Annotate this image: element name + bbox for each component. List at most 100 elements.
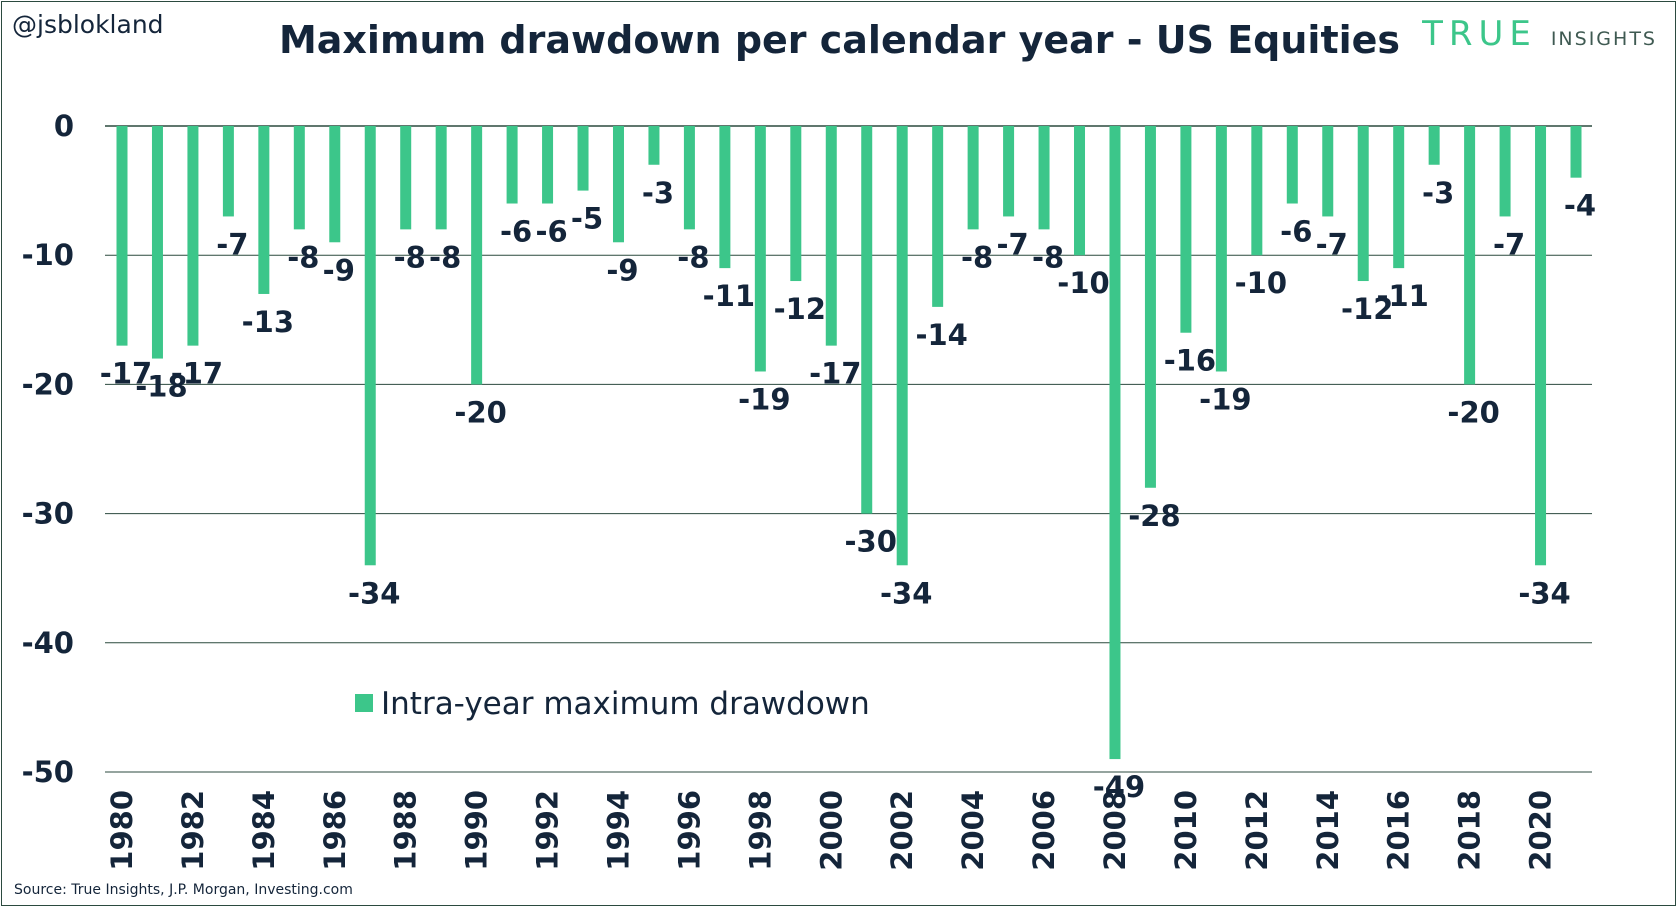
data-label: -10 [1057, 266, 1109, 300]
bar [258, 126, 270, 294]
bar [577, 126, 589, 191]
bar [435, 126, 447, 230]
data-label: -20 [454, 395, 506, 429]
data-label: -11 [1376, 279, 1428, 313]
data-label: -34 [880, 576, 932, 610]
x-tick-label: 1984 [247, 790, 281, 871]
bar [1003, 126, 1015, 217]
x-tick-label: 2004 [956, 790, 990, 871]
logo-subtext: INSIGHTS [1550, 28, 1657, 50]
x-tick-label: 2008 [1098, 790, 1132, 871]
data-label: -19 [738, 382, 790, 416]
bar [648, 126, 660, 165]
bar [1109, 126, 1121, 760]
bar [754, 126, 766, 372]
bar [116, 126, 128, 346]
data-label: -10 [1235, 266, 1287, 300]
bar [1251, 126, 1263, 256]
bar [293, 126, 305, 230]
bar [932, 126, 944, 307]
bar [1570, 126, 1582, 178]
y-tick-label: -30 [22, 497, 74, 531]
bar [1215, 126, 1227, 372]
data-label: -18 [135, 370, 187, 404]
data-label: -12 [1341, 292, 1393, 326]
bar [1074, 126, 1086, 256]
chart-title: Maximum drawdown per calendar year - US … [278, 18, 1401, 62]
bar [187, 126, 199, 346]
data-label: -19 [1199, 382, 1251, 416]
x-tick-label: 2006 [1027, 790, 1061, 871]
bar [1464, 126, 1476, 385]
data-label: -7 [216, 227, 248, 261]
data-label: -12 [774, 292, 826, 326]
x-tick-label: 2014 [1311, 790, 1345, 871]
data-label: -17 [100, 357, 152, 391]
y-tick-label: -10 [22, 238, 74, 272]
x-tick-label: 1998 [743, 790, 777, 871]
data-label: -34 [1518, 576, 1570, 610]
bar [1038, 126, 1050, 230]
x-tick-label: 1990 [460, 790, 494, 871]
bar [1286, 126, 1298, 204]
bar [825, 126, 837, 346]
x-tick-label: 2016 [1382, 790, 1416, 871]
source-note: Source: True Insights, J.P. Morgan, Inve… [14, 882, 353, 898]
data-label: -17 [809, 357, 861, 391]
y-tick-label: -40 [22, 626, 74, 660]
logo-wordmark: TRUE [1422, 14, 1537, 54]
data-label: -34 [348, 576, 400, 610]
x-tick-label: 1994 [601, 790, 635, 871]
legend-swatch [355, 694, 373, 712]
legend: Intra-year maximum drawdown [355, 686, 870, 722]
x-tick-label: 1996 [672, 790, 706, 871]
data-label: -7 [1493, 227, 1525, 261]
bar [329, 126, 341, 243]
bar [364, 126, 376, 566]
data-label: -3 [642, 176, 674, 210]
bar [1535, 126, 1547, 566]
data-label: -4 [1564, 189, 1596, 223]
data-label: -8 [1032, 240, 1064, 274]
y-axis-ticks: 0 -10 -20 -30 -40 -50 [22, 109, 74, 789]
x-tick-label: 2000 [814, 790, 848, 871]
data-label: -9 [606, 253, 638, 287]
data-label: -30 [845, 525, 897, 559]
data-label: -8 [394, 240, 426, 274]
data-label: -8 [287, 240, 319, 274]
data-label: -13 [242, 305, 294, 339]
x-tick-label: 1992 [531, 790, 565, 871]
bar [967, 126, 979, 230]
y-tick-label: -50 [22, 755, 74, 789]
brand-logo: TRUE INSIGHTS [1422, 14, 1657, 54]
bar [506, 126, 518, 204]
author-handle: @jsblokland [12, 10, 164, 39]
data-label: -8 [677, 240, 709, 274]
bar [471, 126, 483, 385]
bar [542, 126, 554, 204]
x-tick-label: 2012 [1240, 790, 1274, 871]
data-label: -16 [1164, 344, 1216, 378]
x-tick-label: 1980 [105, 790, 139, 871]
x-tick-label: 2020 [1524, 790, 1558, 871]
data-label: -17 [171, 357, 223, 391]
data-label: -6 [1280, 215, 1312, 249]
legend-label: Intra-year maximum drawdown [381, 686, 870, 722]
bar [400, 126, 412, 230]
data-label: -49 [1093, 770, 1145, 804]
data-label: -7 [996, 227, 1028, 261]
bar [896, 126, 908, 566]
bars [116, 126, 1582, 760]
x-tick-label: 1988 [389, 790, 423, 871]
bar [790, 126, 802, 282]
bar [151, 126, 163, 359]
x-tick-label: 1986 [318, 790, 352, 871]
bar [1180, 126, 1192, 333]
data-label: -6 [535, 215, 567, 249]
data-label: -11 [703, 279, 755, 313]
bar [861, 126, 873, 514]
data-label: -7 [1316, 227, 1348, 261]
bar [1499, 126, 1511, 217]
